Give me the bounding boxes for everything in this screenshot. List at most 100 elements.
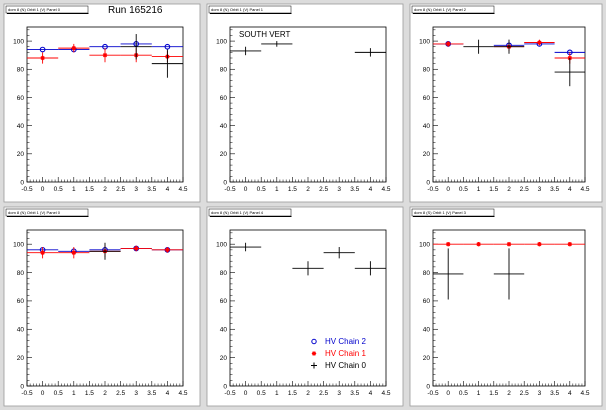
x-tick-label: 0.5 <box>459 186 468 193</box>
pad-title-text: dom 8 (N) Orbit 1 (V) Panel 2 <box>414 7 467 12</box>
y-tick-label: 0 <box>426 383 430 390</box>
pad-title: dom 8 (N) Orbit 1 (V) Panel 0 <box>5 5 89 14</box>
star-marker <box>506 241 512 247</box>
pad-background <box>3 206 201 407</box>
data-point <box>58 43 90 53</box>
x-tick-label: 3 <box>337 186 341 193</box>
legend-marker-circle <box>311 338 317 345</box>
x-tick-label: 2.5 <box>116 186 125 193</box>
x-tick-label: 2.5 <box>319 390 328 397</box>
x-tick-label: 2 <box>306 186 310 193</box>
y-tick-label: 40 <box>423 327 431 334</box>
pad-background <box>409 3 603 203</box>
x-tick-label: -0.5 <box>427 186 439 193</box>
x-tick-label: 0.5 <box>257 390 266 397</box>
data-point <box>120 34 152 60</box>
x-tick-label: 3.5 <box>350 186 359 193</box>
chart-pad-0: dom 8 (N) Orbit 1 (V) Panel 0-0.5 0 0.5 1 1.… <box>3 3 201 203</box>
x-tick-label: 2 <box>507 390 511 397</box>
star-marker <box>102 52 108 58</box>
y-tick-label: 60 <box>423 95 431 102</box>
data-point <box>27 52 59 64</box>
data-point <box>230 242 262 252</box>
y-tick-label: 80 <box>220 270 228 277</box>
x-tick-label: 3 <box>538 186 542 193</box>
series-cross <box>463 39 585 87</box>
x-tick-label: 2 <box>103 186 107 193</box>
data-point <box>354 48 386 57</box>
x-tick-label: 1 <box>275 186 279 193</box>
x-tick-label: 4.5 <box>178 390 187 397</box>
x-tick-label: 2.5 <box>116 390 125 397</box>
x-tick-label: 4.5 <box>580 186 589 193</box>
y-tick-label: 80 <box>17 67 25 74</box>
x-tick-label: -0.5 <box>224 186 236 193</box>
y-tick-label: 40 <box>220 123 228 130</box>
y-tick-label: 20 <box>17 151 25 158</box>
pad-title-text: dom 8 (N) Orbit 1 (V) Panel 4 <box>211 210 264 215</box>
x-tick-label: 1.5 <box>85 390 94 397</box>
data-point <box>493 241 525 247</box>
y-axis: 0 20 40 60 80 100 <box>419 232 438 390</box>
x-tick-label: 1.5 <box>288 390 297 397</box>
data-point <box>433 41 464 47</box>
x-tick-label: 2.5 <box>319 186 328 193</box>
x-tick-label: 1 <box>72 186 76 193</box>
y-tick-label: 80 <box>423 270 431 277</box>
data-point <box>151 49 183 78</box>
x-tick-label: 0.5 <box>54 390 63 397</box>
y-tick-label: 60 <box>220 298 228 305</box>
pad-title-text: dom 8 (N) Orbit 1 (V) Panel 0 <box>8 7 61 12</box>
x-tick-label: 0 <box>41 390 45 397</box>
pad-title: dom 8 (N) Orbit 1 (V) Panel 2 <box>411 5 495 14</box>
x-tick-label: 4 <box>166 186 170 193</box>
y-tick-label: 60 <box>17 95 25 102</box>
y-tick-label: 100 <box>13 241 24 248</box>
x-tick-label: 4.5 <box>381 186 390 193</box>
x-tick-label: 4.5 <box>178 186 187 193</box>
star-marker <box>567 241 572 247</box>
x-tick-label: 4 <box>369 186 373 193</box>
star-marker <box>40 250 45 255</box>
pad-title-text: dom 8 (N) Orbit 1 (V) Panel 0 <box>8 210 61 215</box>
x-tick-label: -0.5 <box>224 390 236 397</box>
x-tick-label: 1.5 <box>489 390 498 397</box>
data-point <box>58 247 90 259</box>
chart-pad-4: dom 8 (N) Orbit 1 (V) Panel 4 -0.5 0 0.5 1 1.… <box>206 206 404 407</box>
y-tick-label: 20 <box>17 355 25 362</box>
data-point <box>524 39 555 46</box>
x-axis: -0.5 0 0.5 1 1.5 2 2.5 3 3.5 4 4.5 <box>427 177 590 193</box>
data-point <box>554 58 585 87</box>
y-axis: 0 20 40 60 80 100 <box>216 29 235 186</box>
x-tick-label: 3.5 <box>550 390 559 397</box>
legend-label: HV Chain 2 <box>325 337 366 346</box>
y-tick-label: 40 <box>17 327 25 334</box>
x-tick-label: 0.5 <box>257 186 266 193</box>
x-tick-label: 4 <box>568 186 572 193</box>
x-tick-label: 3 <box>134 390 138 397</box>
x-tick-label: 0.5 <box>54 186 63 193</box>
x-tick-label: 1 <box>477 390 481 397</box>
data-point <box>354 261 386 276</box>
x-tick-label: 0 <box>41 186 45 193</box>
star-marker <box>446 241 451 247</box>
x-tick-label: 3 <box>337 390 341 397</box>
y-axis: 0 20 40 60 80 100 <box>419 29 438 186</box>
x-tick-label: -0.5 <box>21 390 33 397</box>
x-tick-label: 2.5 <box>520 390 529 397</box>
y-axis: 0 20 40 60 80 100 <box>13 29 32 186</box>
star-marker <box>476 241 481 247</box>
y-tick-label: 0 <box>223 383 227 390</box>
y-tick-label: 100 <box>419 38 430 45</box>
y-tick-label: 40 <box>17 123 25 130</box>
data-point <box>230 46 262 56</box>
star-marker <box>165 247 170 253</box>
x-axis: -0.5 0 0.5 1 1.5 2 2.5 3 3.5 4 4.5 <box>21 177 188 193</box>
legend-marker-star <box>311 351 317 356</box>
series-cross <box>230 242 386 276</box>
x-tick-label: 1 <box>275 390 279 397</box>
y-tick-label: 80 <box>220 67 228 74</box>
x-tick-label: 2 <box>507 186 511 193</box>
star-marker <box>40 55 45 61</box>
data-point <box>463 241 494 247</box>
